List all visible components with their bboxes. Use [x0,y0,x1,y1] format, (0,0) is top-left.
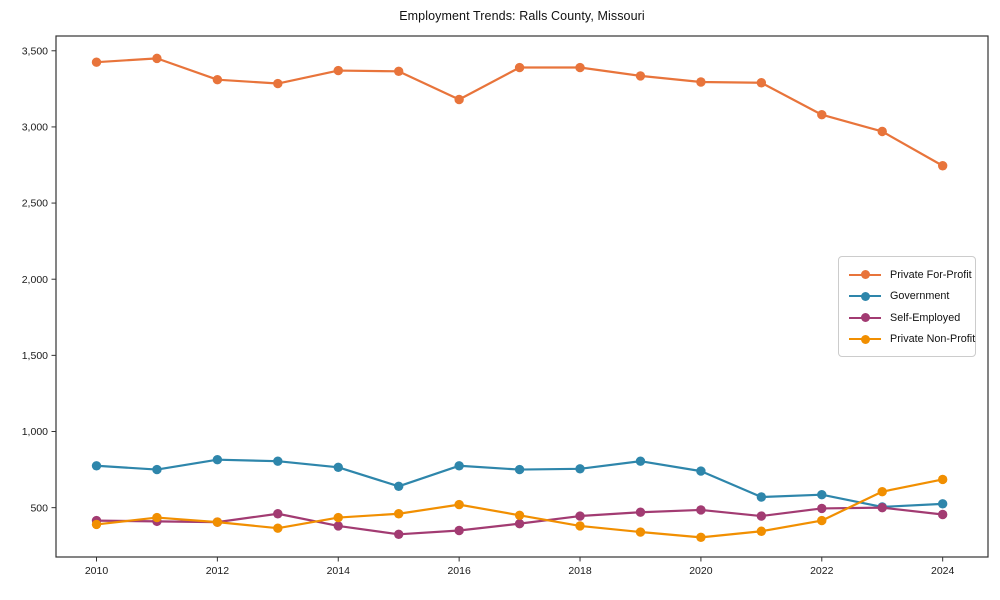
data-point-private-non-profit-2011 [152,512,162,523]
legend-label: Private For-Profit [890,268,972,281]
data-point-government-2013 [273,456,283,466]
data-point-government-2012 [212,454,223,465]
data-point-private-non-profit-2012 [212,517,223,527]
x-tick-label: 2022 [810,565,834,577]
data-point-private-for-profit-2010 [91,57,102,67]
legend-label: Self-Employed [890,311,961,324]
data-point-government-2011 [152,464,162,475]
data-point-private-for-profit-2018 [575,62,585,73]
x-tick-label: 2010 [85,565,109,577]
series-government [91,454,948,512]
legend-marker-icon [849,270,881,280]
legend-marker-icon [849,334,881,344]
data-point-private-non-profit-2018 [575,521,585,531]
data-point-private-non-profit-2016 [454,499,464,510]
x-tick-label: 2014 [327,565,351,577]
data-point-government-2020 [696,466,706,476]
data-point-government-2017 [514,464,525,475]
data-point-private-for-profit-2019 [635,71,646,81]
axis-ticks: 500 1,000 1,500 2,000 2,500 3,000 3,500 2010 201… [22,45,955,577]
data-point-private-for-profit-2023 [877,126,887,137]
series-line-private-for-profit [95,57,944,167]
chart-title: Employment Trends: Ralls County, Missour… [399,9,645,23]
legend-item-government: Government [849,286,967,308]
x-tick-label: 2016 [447,565,471,577]
legend-marker-icon [849,291,881,301]
data-point-private-non-profit-2021 [756,526,767,536]
legend-label: Private Non-Profit [890,333,976,346]
data-point-private-for-profit-2014 [333,65,343,76]
legend-label: Government [890,290,950,303]
data-point-self-employed-2014 [333,521,343,531]
y-tick-label: 500 [30,502,48,514]
data-point-private-for-profit-2024 [937,161,948,171]
data-point-private-non-profit-2020 [696,532,706,543]
data-point-private-non-profit-2019 [635,527,646,537]
data-point-government-2016 [454,461,464,471]
data-point-private-for-profit-2011 [152,53,162,64]
legend: Private For-Profit Government Self-Employe… [838,256,976,357]
data-point-government-2021 [756,492,767,502]
legend-item-private-for-profit: Private For-Profit [849,264,972,286]
y-tick-label: 1,500 [22,350,48,362]
series-private-for-profit [91,53,948,171]
data-point-private-for-profit-2020 [696,77,706,87]
x-tick-label: 2024 [931,565,955,577]
data-point-self-employed-2013 [273,509,283,519]
data-point-private-non-profit-2013 [273,523,283,533]
data-point-private-non-profit-2014 [333,512,343,523]
data-point-government-2015 [394,481,404,492]
data-point-private-for-profit-2022 [817,110,827,120]
data-point-self-employed-2020 [696,505,706,515]
data-point-self-employed-2015 [394,529,404,540]
data-point-private-non-profit-2022 [817,515,827,526]
data-point-private-for-profit-2015 [394,66,404,77]
data-point-self-employed-2019 [635,507,646,517]
y-tick-label: 2,000 [22,274,48,286]
x-tick-label: 2018 [568,565,592,577]
data-point-self-employed-2017 [514,518,525,529]
data-point-private-non-profit-2015 [394,509,404,519]
data-point-private-for-profit-2012 [212,75,223,85]
data-point-government-2014 [333,462,343,472]
series-private-non-profit [91,474,948,543]
data-point-private-for-profit-2017 [514,62,525,73]
data-point-private-for-profit-2016 [454,94,464,105]
y-tick-label: 3,000 [22,122,48,134]
legend-marker-icon [849,313,881,323]
y-tick-label: 2,500 [22,198,48,210]
data-point-private-non-profit-2017 [514,510,525,520]
data-point-self-employed-2021 [756,511,767,521]
data-point-government-2022 [817,490,827,500]
data-point-government-2018 [575,464,585,474]
data-point-self-employed-2023 [877,502,887,513]
x-tick-label: 2012 [206,565,230,577]
data-point-self-employed-2016 [454,525,464,536]
data-point-government-2019 [635,456,646,466]
y-tick-label: 1,000 [22,426,48,438]
data-point-government-2010 [91,461,102,471]
data-point-private-for-profit-2021 [756,78,767,88]
data-point-private-for-profit-2013 [273,78,283,89]
plot-frame [55,35,989,558]
data-point-government-2024 [937,499,948,509]
data-point-private-non-profit-2023 [877,486,887,497]
data-point-self-employed-2024 [937,509,948,520]
legend-item-self-employed: Self-Employed [849,307,967,329]
legend-item-private-non-profit: Private Non-Profit [849,329,975,351]
data-point-private-non-profit-2010 [91,519,102,530]
data-point-private-non-profit-2024 [937,474,948,485]
data-point-self-employed-2018 [575,511,585,521]
y-tick-label: 3,500 [22,45,48,57]
data-point-self-employed-2022 [817,503,827,514]
x-tick-label: 2020 [689,565,713,577]
